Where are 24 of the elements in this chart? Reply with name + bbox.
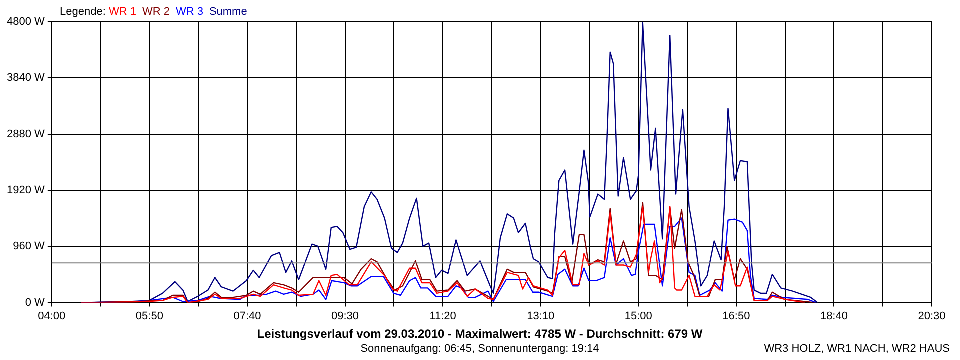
y-tick-label: 0 W <box>25 296 46 309</box>
text: Summe <box>209 6 248 18</box>
y-tick-label: 3840 W <box>6 72 46 84</box>
y-tick-label: 1920 W <box>6 184 46 197</box>
x-tick-label: 18:40 <box>820 310 848 322</box>
x-tick-label: 11:20 <box>430 310 456 322</box>
x-tick-label: 15:00 <box>624 310 652 322</box>
x-tick-label: 05:50 <box>136 310 164 322</box>
x-tick-label: 16:50 <box>722 310 750 322</box>
x-tick-label: 07:40 <box>234 310 262 322</box>
x-tick-label: 09:30 <box>332 310 360 322</box>
x-tick-label: 04:00 <box>38 310 66 322</box>
y-tick-label: 960 W <box>13 240 46 253</box>
x-tick-label: 20:30 <box>918 310 946 322</box>
y-tick-label: 2880 W <box>6 128 46 140</box>
text: WR3 HOLZ, WR1 NACH, WR2 HAUS <box>764 343 950 355</box>
text: WR 2 <box>142 6 170 18</box>
text: Leistungsverlauf vom 29.03.2010 - Maximalwert: 4785 W - Durchschnitt: 679 W <box>256 327 704 341</box>
x-tick-label: 13:10 <box>527 310 555 322</box>
y-tick-label: 4800 W <box>6 16 46 28</box>
legend-title: Legende: <box>60 6 107 18</box>
text: WR 3 <box>176 6 204 18</box>
text: WR 1 <box>108 6 136 18</box>
text: Sonnenaufgang: 06:45, Sonnenuntergang: 19:14 <box>360 343 600 355</box>
